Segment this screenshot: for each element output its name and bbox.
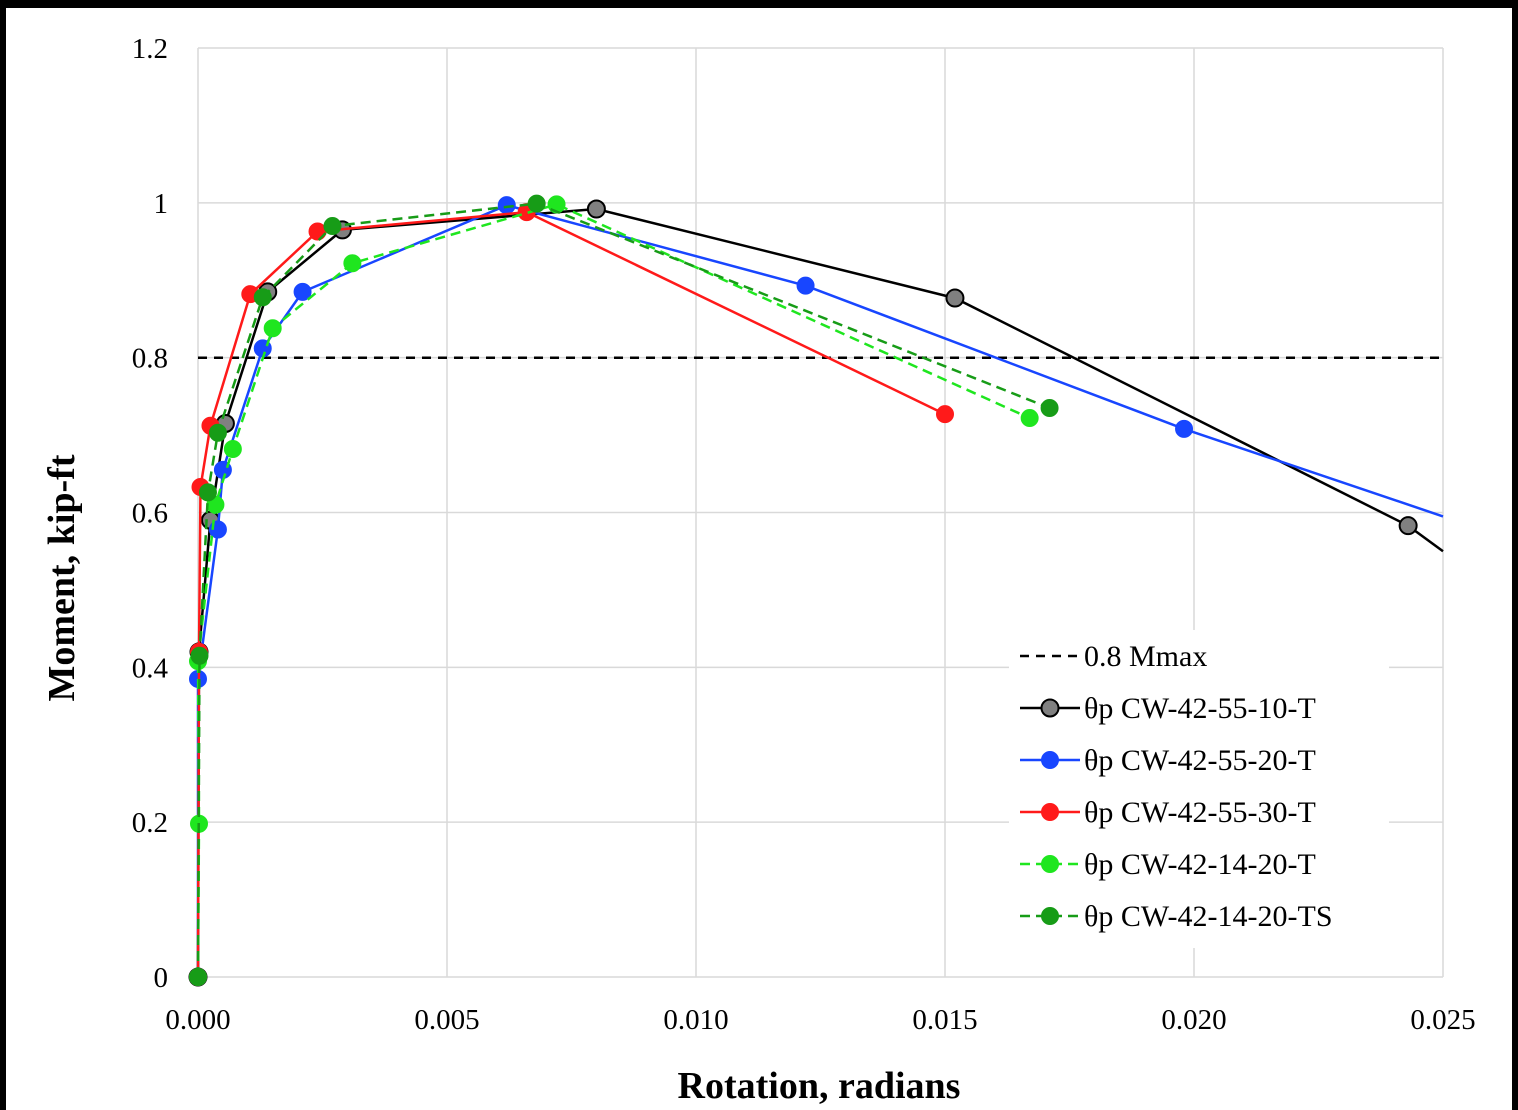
data-point: [1020, 409, 1039, 428]
legend-label: 0.8 Mmax: [1084, 640, 1207, 673]
legend-item: θp CW-42-55-30-T: [1020, 796, 1316, 829]
y-tick-label: 0: [154, 962, 169, 994]
data-point: [293, 282, 312, 301]
legend-marker: [1041, 855, 1059, 873]
data-point: [527, 194, 546, 213]
x-tick-label: 0.000: [165, 1004, 230, 1036]
x-tick-label: 0.025: [1410, 1004, 1475, 1036]
y-tick-label: 1: [154, 188, 169, 220]
data-point: [263, 319, 282, 338]
legend-box: [1009, 630, 1389, 948]
data-point: [208, 423, 227, 442]
x-tick-label: 0.015: [912, 1004, 977, 1036]
data-point: [1040, 398, 1059, 417]
data-point: [945, 288, 965, 308]
legend-label: θp CW-42-55-30-T: [1084, 796, 1316, 829]
y-tick-label: 1.2: [132, 33, 168, 65]
chart-card: 0.000 0.005 0.010 0.015 0.020 0.025 0 0.2 0.4 0.6…: [6, 8, 1512, 1110]
y-tick-label: 0.4: [132, 652, 169, 684]
moment-rotation-chart: 0.000 0.005 0.010 0.015 0.020 0.025 0 0.2 0.4 0.6…: [41, 33, 1476, 1107]
data-point: [343, 254, 362, 273]
series-layer: [188, 194, 1444, 987]
y-tick-label: 0.8: [132, 343, 168, 375]
y-axis-title: Moment, kip-ft: [41, 454, 83, 701]
legend-item: θp CW-42-55-10-T: [1020, 692, 1316, 725]
series-3: [189, 203, 954, 986]
series-5: [189, 194, 1059, 986]
data-point: [936, 405, 954, 424]
x-tick-label: 0.010: [663, 1004, 728, 1036]
data-point: [198, 483, 217, 502]
series-line: [196, 210, 946, 978]
x-axis-title: Rotation, radians: [678, 1065, 961, 1107]
legend-label: θp CW-42-14-20-T: [1084, 848, 1316, 881]
legend: 0.8 Mmax θp CW-42-55-10-T θp CW-42-55-20-T…: [1009, 630, 1389, 948]
data-point: [223, 440, 242, 459]
legend-item: θp CW-42-14-20-TS: [1020, 900, 1333, 933]
series-line: [196, 203, 1444, 977]
data-point: [323, 217, 342, 236]
y-tick-label: 0.6: [132, 498, 168, 530]
legend-marker: [1041, 803, 1059, 821]
data-point: [586, 199, 606, 219]
x-tick-label: 0.005: [414, 1004, 479, 1036]
series-line: [196, 207, 1444, 978]
data-point: [1175, 419, 1194, 438]
data-point: [253, 288, 272, 307]
series-line: [196, 202, 1051, 978]
x-tick-label: 0.020: [1161, 1004, 1226, 1036]
series-4: [189, 195, 1039, 986]
legend-item: θp CW-42-14-20-T: [1020, 848, 1316, 881]
tick-labels: 0.000 0.005 0.010 0.015 0.020 0.025 0 0.2 0.4 0.6…: [132, 33, 1476, 1036]
legend-item: θp CW-42-55-20-T: [1020, 744, 1316, 777]
series-line: [196, 203, 1031, 978]
y-tick-label: 0.2: [132, 807, 168, 839]
data-point: [308, 222, 327, 241]
legend-marker: [1040, 698, 1060, 718]
legend-label: θp CW-42-14-20-TS: [1084, 900, 1333, 933]
data-point: [796, 276, 815, 295]
data-point: [1398, 516, 1418, 536]
legend-item: 0.8 Mmax: [1020, 640, 1207, 673]
legend-marker: [1041, 907, 1059, 925]
data-point: [189, 968, 207, 986]
series-2: [189, 196, 1444, 986]
legend-label: θp CW-42-55-20-T: [1084, 744, 1316, 777]
grid-lines: [197, 47, 1444, 978]
data-point: [190, 646, 209, 665]
legend-label: θp CW-42-55-10-T: [1084, 692, 1316, 725]
legend-marker: [1041, 751, 1059, 769]
